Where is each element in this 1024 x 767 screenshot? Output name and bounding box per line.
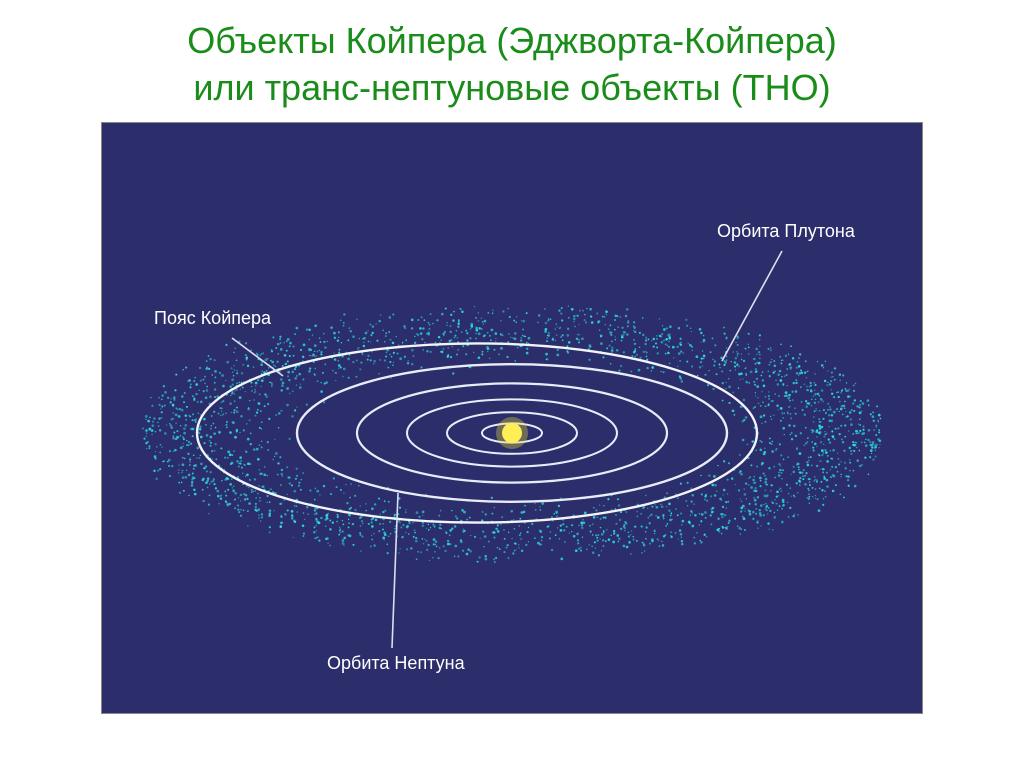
label-pluto-orbit: Орбита Плутона bbox=[717, 221, 855, 242]
label-neptune-orbit: Орбита Нептуна bbox=[327, 653, 465, 674]
diagram-svg bbox=[102, 123, 922, 713]
title-line-1: Объекты Койпера (Эджворта-Койпера) bbox=[187, 20, 837, 61]
title-line-2: или транс-нептуновые объекты (ТНО) bbox=[193, 67, 830, 108]
page-title: Объекты Койпера (Эджворта-Койпера) или т… bbox=[0, 0, 1024, 122]
kuiper-belt-diagram: Пояс Койпера Орбита Плутона Орбита Непту… bbox=[101, 122, 923, 714]
label-kuiper-belt: Пояс Койпера bbox=[154, 308, 271, 329]
